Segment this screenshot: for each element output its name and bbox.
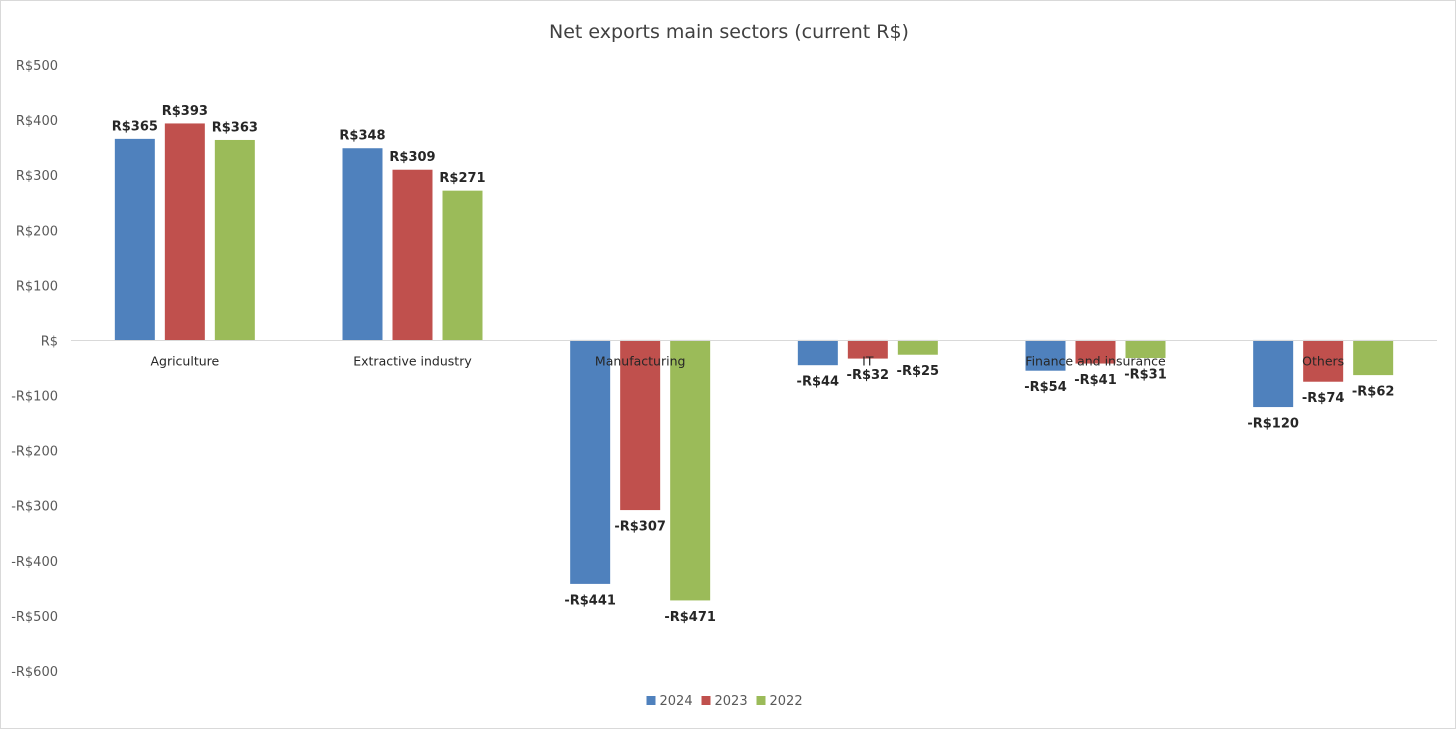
data-label: -R$54 <box>1024 380 1067 395</box>
data-label: -R$441 <box>564 593 616 608</box>
y-tick-label: R$100 <box>16 279 58 294</box>
bar-2022 <box>214 139 255 341</box>
category-label: Others <box>1302 353 1344 368</box>
data-label: -R$32 <box>847 368 890 383</box>
y-tick-label: -R$100 <box>11 390 58 405</box>
bar-2023 <box>164 123 205 341</box>
data-label: -R$62 <box>1352 385 1395 400</box>
bar-2022 <box>1353 339 1394 376</box>
category-label: Agriculture <box>150 353 219 368</box>
data-label: -R$31 <box>1124 368 1167 383</box>
bar-2024 <box>797 339 838 366</box>
y-tick-label: R$300 <box>16 169 58 184</box>
bar-2022 <box>442 190 483 341</box>
y-axis: R$500 R$400 R$300 R$200 R$100 R$ -R$100 -R$200 -… <box>11 59 58 680</box>
category-label: Extractive industry <box>353 353 472 368</box>
bar-2024 <box>570 339 611 584</box>
legend-swatch-2023 <box>701 696 711 705</box>
data-label: -R$44 <box>797 375 840 390</box>
chart-title: Net exports main sectors (current R$) <box>549 21 909 43</box>
data-label: -R$307 <box>614 520 666 535</box>
data-label: -R$25 <box>897 364 940 379</box>
legend-label: 2024 <box>660 694 693 709</box>
y-tick-label: -R$400 <box>11 555 58 570</box>
legend-label: 2023 <box>715 694 748 709</box>
bar-2022 <box>670 339 711 601</box>
data-label: R$271 <box>439 171 485 186</box>
bar-2024 <box>342 148 383 341</box>
y-tick-label: -R$200 <box>11 445 58 460</box>
data-labels: R$365 R$393 R$363 R$348 R$309 R$271 -R$441 -R$3… <box>112 104 1395 625</box>
y-tick-label: R$200 <box>16 224 58 239</box>
y-tick-label: R$500 <box>16 59 58 74</box>
data-label: R$348 <box>339 129 385 144</box>
data-label: R$365 <box>112 119 158 134</box>
data-label: R$309 <box>389 150 435 165</box>
legend-label: 2022 <box>770 694 803 709</box>
bar-2024 <box>114 138 155 341</box>
legend-swatch-2024 <box>646 696 656 705</box>
category-labels: Agriculture Extractive industry Manufactur… <box>150 353 1344 368</box>
y-tick-label: R$ <box>41 334 58 349</box>
data-label: R$393 <box>162 104 208 119</box>
bar-2023 <box>620 339 661 511</box>
category-label: Finance and insurance <box>1025 353 1166 368</box>
y-tick-label: R$400 <box>16 114 58 129</box>
y-tick-label: -R$600 <box>11 665 58 680</box>
bar-2024 <box>1253 339 1294 408</box>
legend-swatch-2022 <box>756 696 766 705</box>
category-label: IT <box>862 353 874 368</box>
y-tick-label: -R$300 <box>11 500 58 515</box>
bar-2023 <box>392 169 433 341</box>
legend: 2024 2023 2022 <box>646 694 803 709</box>
data-label: -R$120 <box>1247 417 1299 432</box>
data-label: -R$471 <box>664 610 716 625</box>
category-label: Manufacturing <box>595 353 686 368</box>
y-tick-label: -R$500 <box>11 610 58 625</box>
data-label: -R$74 <box>1302 391 1345 406</box>
data-label: R$363 <box>212 120 258 135</box>
data-label: -R$41 <box>1074 373 1117 388</box>
bar-2022 <box>897 339 938 355</box>
bars <box>114 123 1394 601</box>
